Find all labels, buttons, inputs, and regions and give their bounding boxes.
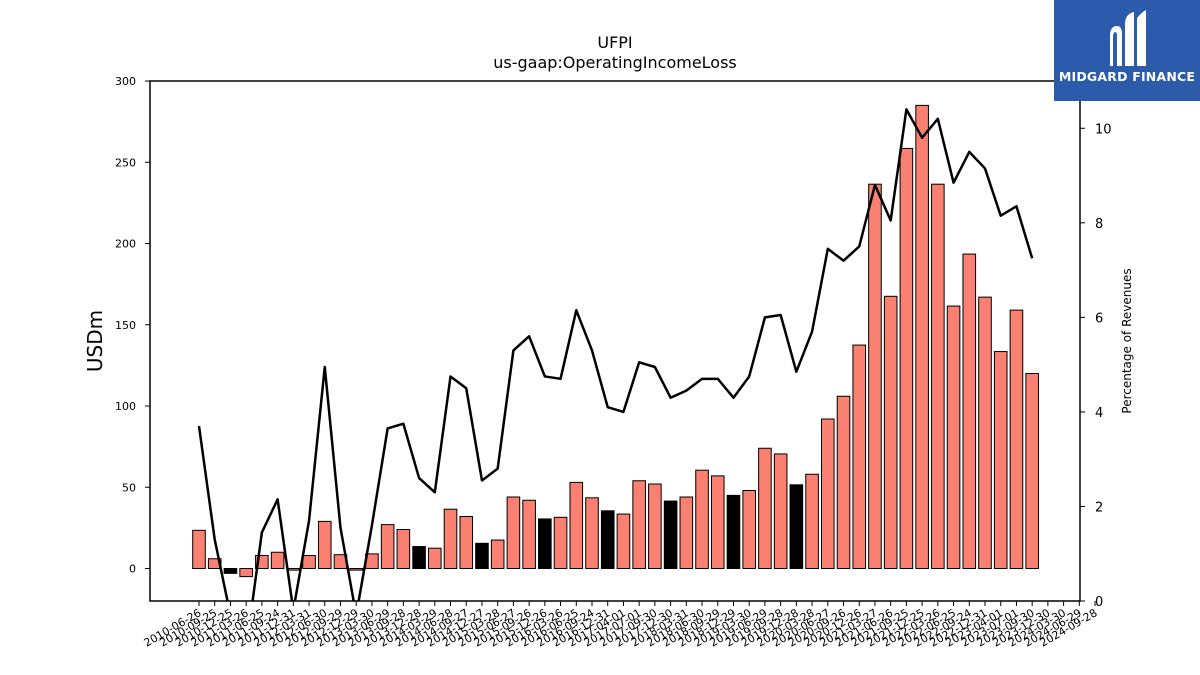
bar xyxy=(459,516,474,569)
midgard-logo-icon xyxy=(1110,10,1146,66)
bar xyxy=(569,481,584,570)
bar xyxy=(600,510,615,569)
bar xyxy=(899,147,914,569)
bar xyxy=(428,547,442,570)
bar xyxy=(868,183,882,569)
bar xyxy=(553,516,568,569)
bar xyxy=(585,497,599,569)
y2-tick-label: 10 xyxy=(1095,122,1112,137)
y-tick-label: 250 xyxy=(115,156,136,169)
watermark-logo: MIDGARD FINANCE xyxy=(1054,0,1200,101)
bar xyxy=(522,499,536,569)
bar xyxy=(506,496,521,569)
bar xyxy=(852,344,867,569)
bar xyxy=(223,568,238,574)
bar xyxy=(679,496,694,569)
y-tick-label: 0 xyxy=(129,563,136,576)
bar xyxy=(239,568,253,578)
bar xyxy=(490,539,505,569)
bar xyxy=(270,551,285,569)
bar xyxy=(207,558,222,569)
watermark-text: MIDGARD FINANCE xyxy=(1058,69,1196,84)
y-axis-label: USDm xyxy=(83,310,107,372)
bar xyxy=(632,480,646,569)
bar xyxy=(710,475,725,570)
y2-tick-label: 0 xyxy=(1095,595,1103,610)
plot-area: 05010015020025030002468102010-06-262010-… xyxy=(115,75,1112,650)
plot-frame xyxy=(149,80,1081,602)
bar xyxy=(443,508,458,570)
bar xyxy=(663,500,678,569)
bar xyxy=(758,447,772,569)
bar xyxy=(616,513,631,569)
bar xyxy=(883,295,898,569)
bar xyxy=(836,395,851,569)
y-tick-label: 200 xyxy=(115,238,136,251)
bar xyxy=(915,104,929,570)
y-tick-label: 300 xyxy=(115,75,136,88)
bar xyxy=(302,555,316,569)
bar xyxy=(789,484,804,569)
bar xyxy=(286,568,301,571)
bar xyxy=(317,520,332,570)
bar xyxy=(821,418,835,569)
y2-tick-label: 8 xyxy=(1095,217,1103,232)
chart-title: UFPI xyxy=(597,33,632,52)
bar xyxy=(742,490,757,569)
bar xyxy=(978,296,992,570)
y2-axis-label: Percentage of Revenues xyxy=(1120,268,1134,413)
y2-tick-label: 4 xyxy=(1095,406,1103,421)
bar xyxy=(648,483,662,569)
bar xyxy=(695,469,709,569)
bar xyxy=(192,529,206,569)
bar xyxy=(1009,309,1024,570)
y-tick-label: 50 xyxy=(122,481,136,494)
bar xyxy=(962,253,977,569)
bar xyxy=(946,305,961,569)
percentage-line xyxy=(197,108,1034,601)
bar xyxy=(396,529,411,569)
y-tick-label: 150 xyxy=(115,319,136,332)
bar xyxy=(412,546,426,569)
bar xyxy=(773,453,788,569)
bar xyxy=(931,183,945,569)
chart-subtitle: us-gaap:OperatingIncomeLoss xyxy=(493,53,737,72)
bar xyxy=(349,568,363,571)
bar xyxy=(1025,373,1039,569)
bar xyxy=(805,473,819,569)
y2-tick-label: 2 xyxy=(1095,500,1103,515)
bar xyxy=(993,351,1008,569)
y-tick-label: 100 xyxy=(115,400,136,413)
bar xyxy=(475,542,489,569)
bar xyxy=(726,494,741,570)
y2-tick-label: 6 xyxy=(1095,311,1103,326)
bar xyxy=(538,518,552,570)
bar xyxy=(380,524,395,570)
